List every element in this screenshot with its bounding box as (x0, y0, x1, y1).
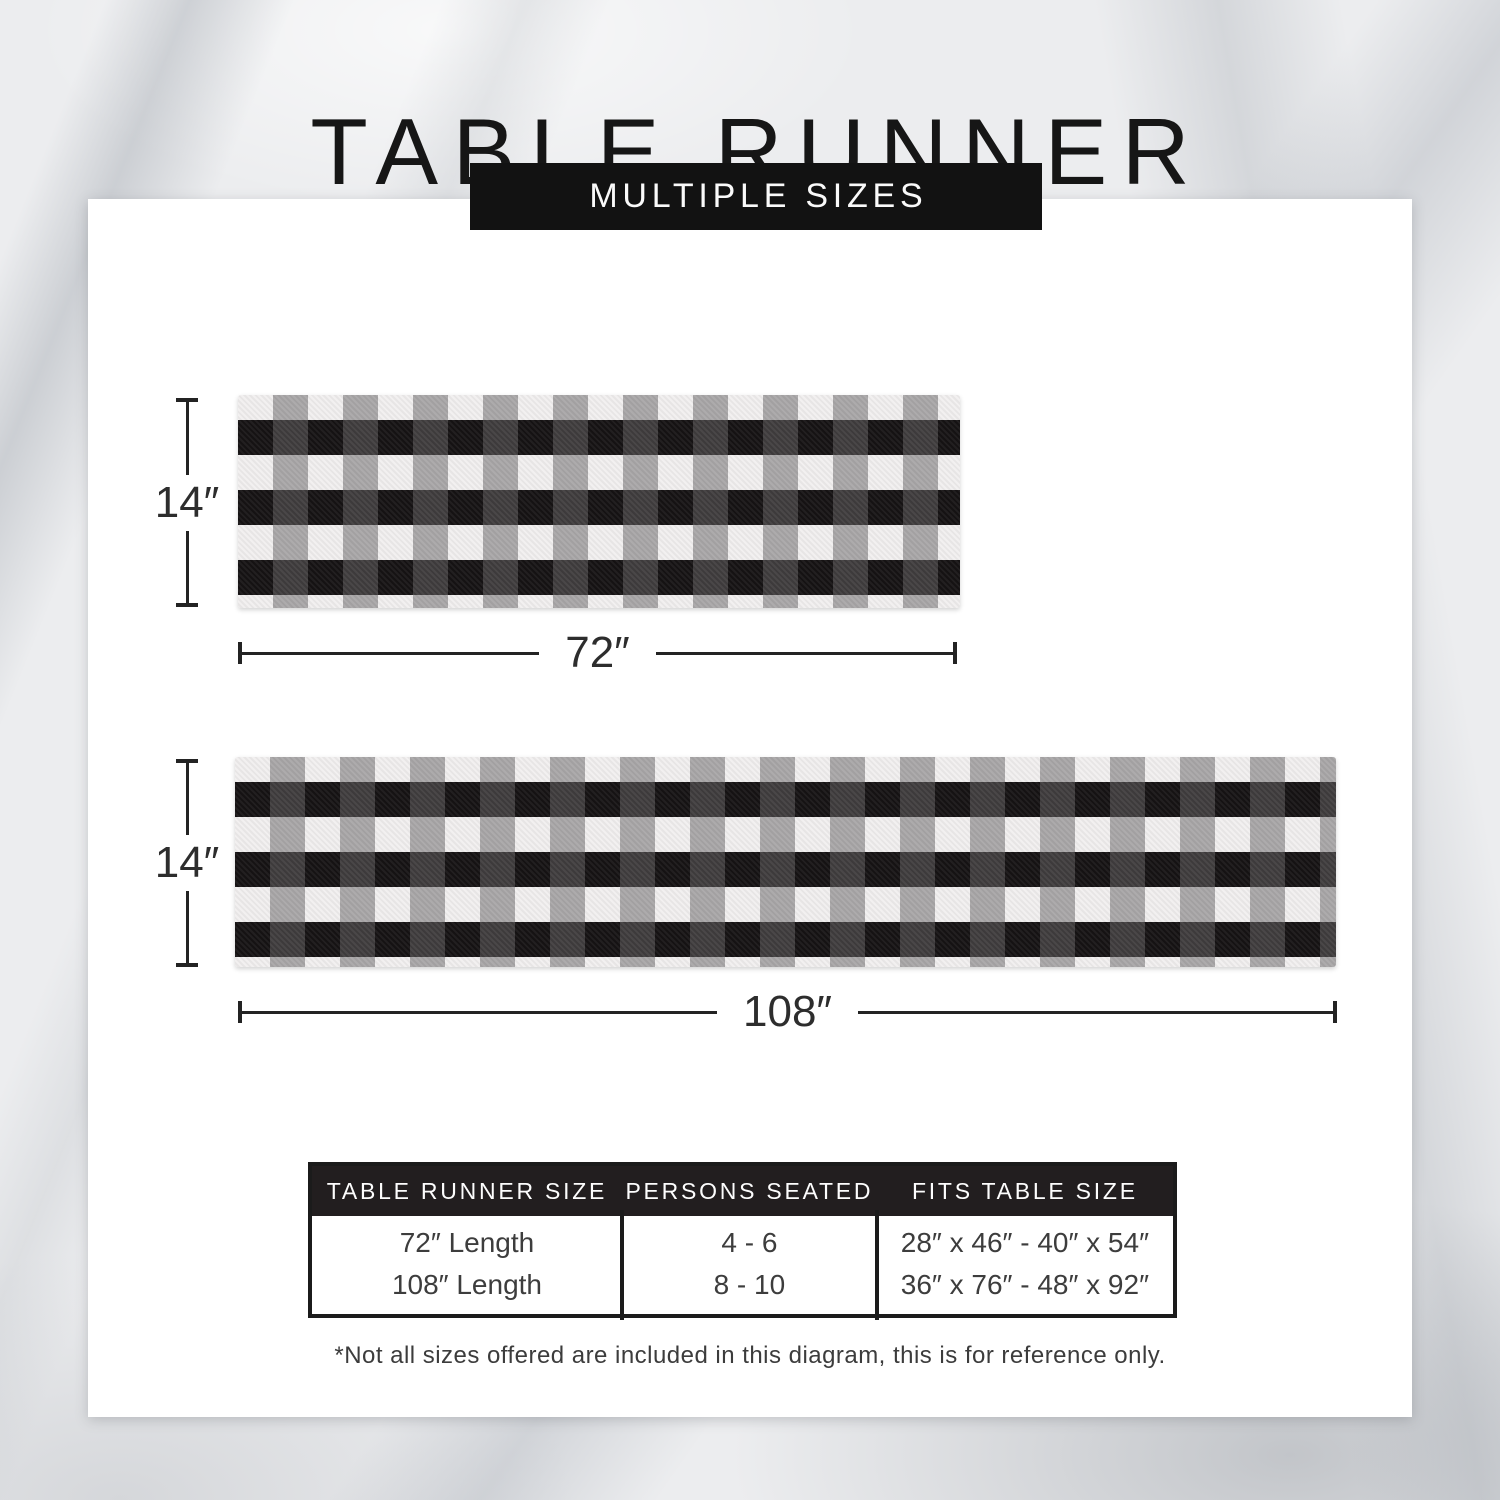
header-fits-table-size: FITS TABLE SIZE (911, 1177, 1138, 1204)
header-persons-seated: PERSONS SEATED (625, 1177, 874, 1204)
column-divider (619, 1210, 624, 1320)
cell-persons-seated: 8 - 10 (713, 1269, 786, 1300)
dimension-cap (176, 398, 198, 402)
dimension-cap (176, 603, 198, 607)
dimension-cap (238, 1001, 242, 1023)
dimension-cap (176, 759, 198, 763)
dimension-cap (176, 963, 198, 967)
width-dimension-72: 72″ (238, 631, 957, 675)
table-row: 72″ Length 4 - 6 28″ x 46″ - 40″ x 54″ (312, 1222, 1173, 1264)
dimension-line (858, 1010, 1333, 1014)
dimension-line (185, 402, 189, 475)
footnote: *Not all sizes offered are included in t… (334, 1342, 1166, 1369)
dimension-line (185, 891, 189, 963)
dimension-line (242, 1010, 717, 1014)
size-table-body: 72″ Length 4 - 6 28″ x 46″ - 40″ x 54″ 1… (312, 1210, 1173, 1320)
dimension-cap (1333, 1001, 1337, 1023)
dimension-line (185, 530, 189, 603)
cell-persons-seated: 4 - 6 (721, 1227, 778, 1258)
height-dimension-108: 14″ (146, 759, 228, 967)
subtitle-banner: MULTIPLE SIZES (470, 163, 1042, 230)
dimension-line (185, 763, 189, 835)
size-table-header-row: TABLE RUNNER SIZE PERSONS SEATED FITS TA… (312, 1166, 1173, 1216)
dimension-cap (238, 642, 242, 664)
table-row: 108″ Length 8 - 10 36″ x 76″ - 48″ x 92″ (312, 1264, 1173, 1306)
width-dimension-108-label: 108″ (743, 987, 832, 1036)
dimension-line (655, 651, 953, 655)
cell-fits-table-size: 36″ x 76″ - 48″ x 92″ (900, 1269, 1149, 1300)
dimension-line (242, 651, 540, 655)
size-table: TABLE RUNNER SIZE PERSONS SEATED FITS TA… (308, 1162, 1177, 1320)
column-divider (874, 1210, 879, 1320)
runner-108-image (235, 757, 1336, 967)
width-dimension-108: 108″ (238, 990, 1337, 1034)
cell-fits-table-size: 28″ x 46″ - 40″ x 54″ (900, 1227, 1149, 1258)
width-dimension-72-label: 72″ (565, 628, 630, 677)
runner-72-image (238, 395, 960, 608)
header-table-runner-size: TABLE RUNNER SIZE (326, 1177, 608, 1204)
height-dimension-108-label: 14″ (154, 838, 220, 887)
cell-runner-size: 108″ Length (391, 1269, 542, 1300)
height-dimension-72: 14″ (146, 398, 228, 607)
cell-runner-size: 72″ Length (399, 1227, 535, 1258)
dimension-cap (953, 642, 957, 664)
height-dimension-72-label: 14″ (154, 477, 220, 527)
subtitle-banner-label: MULTIPLE SIZES (589, 177, 928, 215)
